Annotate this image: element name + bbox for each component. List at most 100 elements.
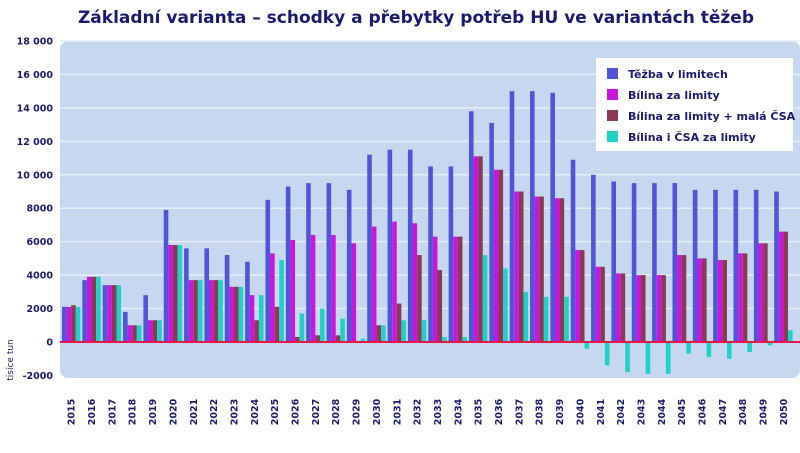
bar-2021-series-4: [197, 280, 203, 342]
bar-2033-series-4: [442, 336, 447, 342]
x-tick-label: 2043: [636, 399, 647, 425]
bars: [61, 91, 793, 374]
bar-2027-series-3: [315, 335, 320, 342]
bar-2036-series-2: [493, 169, 499, 342]
bar-2025-series-4: [279, 260, 284, 342]
bar-2024-series-4: [258, 295, 264, 342]
bar-2041-series-2: [595, 266, 601, 342]
bar-2024-series-2: [249, 295, 255, 342]
y-axis-label: tisíce tun: [6, 339, 16, 381]
y-tick-label: 6000: [27, 237, 54, 248]
x-tick-label: 2030: [372, 398, 383, 425]
legend-swatch: [607, 68, 618, 79]
x-tick-label: 2020: [168, 398, 179, 425]
bar-2030-series-3: [376, 325, 382, 342]
bar-2022-series-1: [204, 248, 210, 342]
bar-2022-series-4: [218, 280, 223, 342]
bar-2021-series-2: [188, 280, 194, 342]
bar-2034-series-1: [448, 166, 454, 342]
y-tick-label: 12 000: [17, 137, 54, 148]
bar-2048-series-2: [738, 253, 743, 342]
bar-2019-series-4: [157, 320, 162, 342]
bar-2049-series-3: [763, 243, 768, 342]
y-tick-label: 10 000: [17, 170, 54, 181]
bar-2031-series-4: [401, 320, 406, 342]
bar-2039-series-1: [550, 92, 555, 342]
x-tick-label: 2044: [657, 398, 668, 425]
x-tick-label: 2036: [494, 398, 505, 425]
bar-2049-series-1: [753, 189, 759, 342]
bar-2035-series-4: [482, 255, 488, 342]
bar-2016-series-3: [91, 276, 97, 342]
bar-2041-series-3: [600, 266, 605, 342]
bar-2020-series-2: [168, 245, 173, 342]
x-tick-label: 2018: [128, 398, 139, 425]
bar-2037-series-3: [518, 191, 524, 342]
bar-2033-series-1: [428, 166, 433, 342]
bar-2030-series-2: [371, 226, 377, 342]
legend-label: Bílina za limity + malá ČSA: [628, 110, 796, 123]
bar-2033-series-3: [437, 270, 443, 342]
bar-2043-series-2: [636, 275, 641, 342]
x-tick-label: 2033: [433, 399, 444, 425]
bar-2045-series-2: [677, 255, 682, 342]
y-tick-label: 18 000: [17, 37, 54, 48]
bar-2025-series-3: [274, 306, 280, 342]
bar-2040-series-1: [570, 159, 576, 342]
bar-2047-series-4: [726, 342, 732, 359]
bar-2039-series-3: [559, 198, 565, 342]
bar-2018-series-4: [136, 325, 142, 342]
bar-2028-series-1: [326, 183, 332, 342]
x-tick-label: 2038: [535, 398, 546, 425]
bar-2042-series-2: [616, 273, 621, 342]
bar-2036-series-4: [503, 268, 508, 342]
y-tick-label: 2000: [27, 304, 54, 315]
bar-2034-series-4: [462, 336, 468, 342]
bar-2036-series-1: [489, 122, 494, 342]
bar-2031-series-3: [396, 303, 402, 342]
bar-2028-series-2: [331, 234, 336, 342]
bar-2035-series-2: [473, 156, 479, 342]
bar-2050-series-1: [774, 191, 779, 342]
bar-2017-series-2: [107, 285, 112, 342]
y-axis-ticks: -2000 0 2000 4000 6000 8000 10 000 12 000 14 000…: [17, 37, 54, 382]
bar-2024-series-1: [245, 261, 250, 342]
bar-2039-series-4: [564, 296, 569, 342]
bar-2038-series-1: [530, 91, 535, 343]
bar-2031-series-2: [392, 221, 397, 342]
bar-2044-series-2: [656, 275, 662, 342]
bar-2030-series-1: [367, 154, 372, 342]
bar-2024-series-3: [254, 320, 259, 342]
bar-2042-series-3: [620, 273, 626, 342]
bar-2048-series-4: [747, 342, 752, 353]
bar-2048-series-3: [742, 253, 748, 342]
bar-2015-series-2: [66, 306, 72, 342]
bar-2046-series-2: [697, 258, 703, 342]
bar-2043-series-3: [640, 275, 646, 342]
bar-2047-series-1: [713, 189, 718, 342]
bar-2045-series-1: [672, 183, 678, 342]
bar-2023-series-3: [233, 286, 239, 342]
x-tick-label: 2034: [453, 398, 464, 425]
bar-2050-series-4: [788, 330, 793, 342]
y-tick-label: 8000: [27, 204, 54, 215]
bar-2041-series-1: [591, 174, 596, 342]
bar-2020-series-4: [177, 245, 183, 342]
legend-swatch: [607, 131, 618, 142]
bar-2015-series-4: [75, 306, 81, 342]
bar-2047-series-3: [722, 260, 727, 342]
bar-2016-series-4: [96, 276, 101, 342]
bar-2043-series-1: [631, 183, 637, 342]
bar-2019-series-3: [152, 320, 158, 342]
bar-2025-series-2: [270, 253, 275, 342]
bar-2040-series-4: [584, 342, 590, 349]
x-tick-label: 2042: [616, 399, 627, 425]
x-tick-label: 2019: [148, 399, 159, 425]
bar-2028-series-4: [340, 318, 345, 342]
bar-2035-series-1: [468, 111, 474, 342]
bar-2050-series-2: [778, 231, 784, 342]
bar-2018-series-2: [127, 325, 133, 342]
x-tick-label: 2050: [779, 398, 790, 425]
x-tick-label: 2029: [352, 399, 363, 425]
x-tick-label: 2047: [718, 399, 729, 425]
